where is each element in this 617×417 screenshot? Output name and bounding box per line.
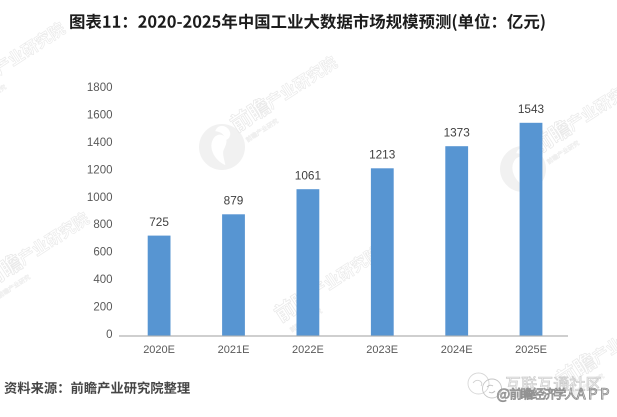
svg-text:600: 600 [93,247,112,259]
svg-text:2020E: 2020E [143,344,175,356]
svg-text:1400: 1400 [87,137,113,149]
svg-text:200: 200 [93,302,112,314]
svg-text:1000: 1000 [87,192,113,204]
svg-text:400: 400 [93,274,112,286]
svg-text:1800: 1800 [87,82,113,94]
svg-text:1600: 1600 [87,110,113,122]
svg-text:800: 800 [93,219,112,231]
svg-text:1200: 1200 [87,164,113,176]
svg-text:2023E: 2023E [366,344,398,356]
svg-text:2022E: 2022E [292,344,324,356]
svg-text:1061: 1061 [295,168,321,182]
svg-text:2024E: 2024E [441,344,473,356]
svg-text:0: 0 [106,329,112,341]
svg-text:725: 725 [149,215,169,229]
svg-text:1543: 1543 [518,102,545,116]
svg-text:2025E: 2025E [515,344,547,356]
svg-text:2021E: 2021E [218,344,250,356]
svg-text:1213: 1213 [369,148,396,162]
svg-text:879: 879 [224,194,244,208]
svg-text:1373: 1373 [444,125,471,139]
